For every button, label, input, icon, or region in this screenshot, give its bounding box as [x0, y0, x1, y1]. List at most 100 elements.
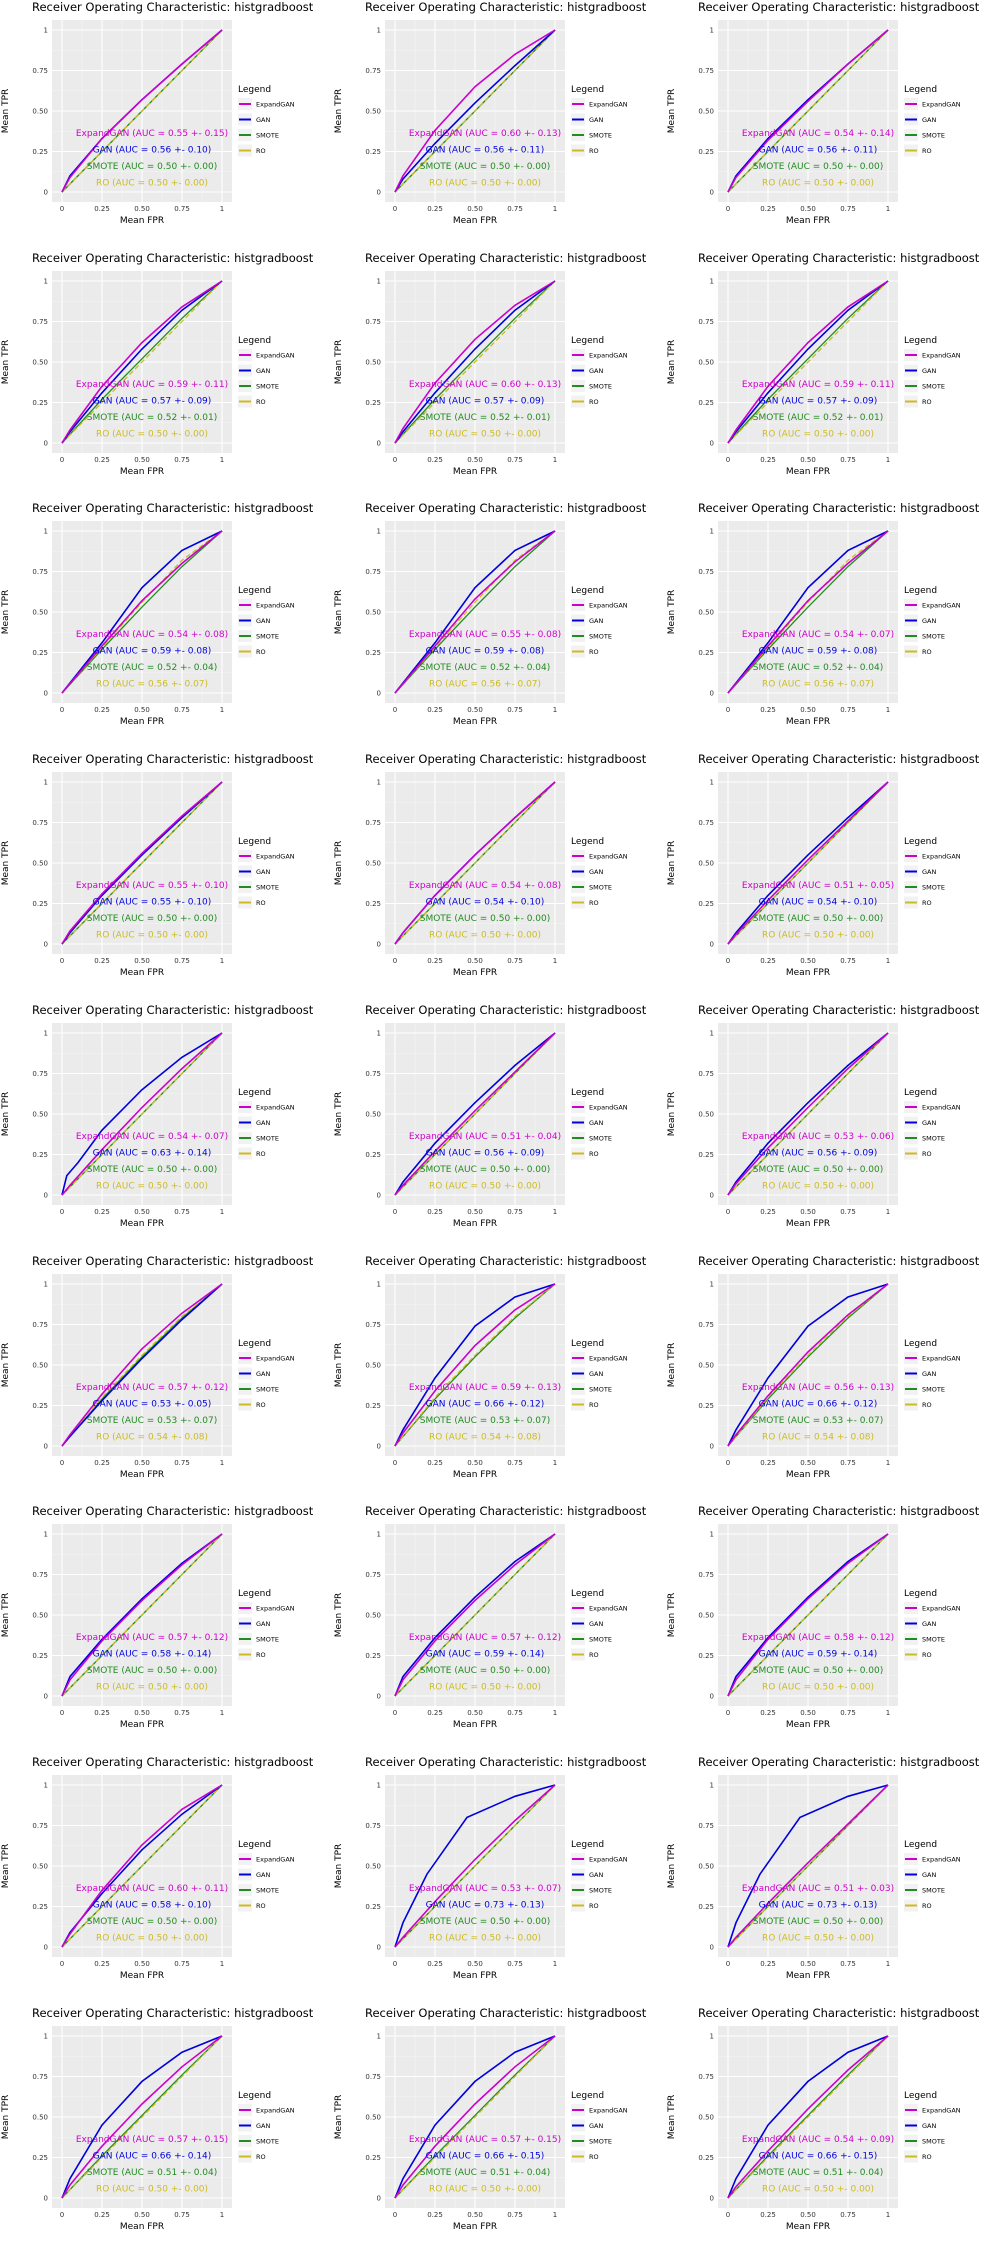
- roc-panel: Receiver Operating Characteristic: histg…: [0, 2006, 333, 2256]
- x-tick-label: 0.75: [840, 957, 856, 965]
- roc-chart-svg: Receiver Operating Characteristic: histg…: [1, 752, 314, 978]
- roc-panel: Receiver Operating Characteristic: histg…: [666, 1504, 999, 1754]
- series-line-ro: [61, 1533, 223, 1697]
- x-tick-label: 0.50: [800, 1960, 816, 1968]
- y-tick-label: 0.25: [365, 399, 381, 407]
- legend-label: GAN: [256, 617, 270, 625]
- y-tick-label: 1: [44, 27, 48, 35]
- x-tick-label: 0.25: [760, 706, 776, 714]
- series-line-ro: [61, 1032, 223, 1196]
- legend-label: ExpandGAN: [922, 1354, 961, 1362]
- series-line-gan: [394, 280, 556, 444]
- x-tick-label: 0: [60, 957, 64, 965]
- x-axis-label: Mean FPR: [786, 2222, 830, 2232]
- series-line-ro: [61, 1282, 223, 1446]
- y-axis-label: Mean TPR: [1, 89, 11, 134]
- legend-label: GAN: [922, 1119, 936, 1127]
- y-axis-label: Mean TPR: [1, 1844, 11, 1889]
- x-tick-label: 1: [220, 706, 224, 714]
- y-tick-label: 0: [710, 1191, 714, 1199]
- x-tick-label: 0.75: [507, 205, 523, 213]
- auc-annotation-smote: SMOTE (AUC = 0.50 +- 0.00): [87, 162, 218, 172]
- y-tick-label: 1: [377, 1781, 381, 1789]
- legend-title: Legend: [571, 336, 604, 346]
- x-tick-label: 1: [886, 1459, 890, 1467]
- y-tick-label: 0: [710, 941, 714, 949]
- legend-title: Legend: [238, 1088, 271, 1098]
- legend-label: SMOTE: [256, 1385, 279, 1393]
- x-tick-label: 0.25: [94, 2211, 110, 2219]
- legend-title: Legend: [904, 336, 937, 346]
- legend-title: Legend: [571, 1339, 604, 1349]
- x-axis-label: Mean FPR: [453, 216, 497, 226]
- x-tick-label: 0.75: [507, 2211, 523, 2219]
- legend-label: RO: [589, 147, 599, 155]
- x-tick-label: 1: [886, 1709, 890, 1717]
- y-axis-label: Mean TPR: [1, 339, 11, 384]
- y-tick-label: 0: [377, 1442, 381, 1450]
- x-tick-label: 0: [60, 1960, 64, 1968]
- auc-annotation-smote: SMOTE (AUC = 0.50 +- 0.00): [420, 1917, 551, 1927]
- series-line-gan: [727, 1032, 889, 1196]
- chart-title: Receiver Operating Characteristic: histg…: [365, 2006, 647, 2020]
- series-line-ro: [727, 1533, 889, 1697]
- x-tick-label: 0: [726, 957, 730, 965]
- x-tick-label: 0.25: [427, 205, 443, 213]
- y-tick-label: 0: [377, 439, 381, 447]
- x-tick-label: 0.50: [134, 205, 150, 213]
- x-tick-label: 0.25: [427, 2211, 443, 2219]
- legend-label: GAN: [256, 2121, 270, 2129]
- legend-label: GAN: [922, 1620, 936, 1628]
- series-line-expandgan: [61, 781, 223, 945]
- auc-annotation-ro: RO (AUC = 0.50 +- 0.00): [762, 179, 874, 189]
- auc-annotation-smote: SMOTE (AUC = 0.50 +- 0.00): [753, 162, 884, 172]
- x-tick-label: 0: [726, 1960, 730, 1968]
- auc-annotation-gan: GAN (AUC = 0.59 +- 0.08): [93, 647, 212, 657]
- legend-label: RO: [256, 899, 266, 907]
- series-line-smote: [61, 280, 223, 444]
- y-tick-label: 0: [710, 2194, 714, 2202]
- y-tick-label: 0.75: [365, 67, 381, 75]
- x-tick-label: 0: [726, 205, 730, 213]
- roc-panel: Receiver Operating Characteristic: histg…: [333, 1254, 666, 1504]
- x-tick-label: 0.50: [467, 205, 483, 213]
- x-tick-label: 1: [886, 456, 890, 464]
- auc-annotation-gan: GAN (AUC = 0.53 +- 0.05): [93, 1399, 212, 1409]
- legend-label: RO: [922, 1902, 932, 1910]
- legend-title: Legend: [238, 85, 271, 95]
- auc-annotation-expandgan: ExpandGAN (AUC = 0.53 +- 0.07): [409, 1884, 561, 1894]
- auc-annotation-smote: SMOTE (AUC = 0.52 +- 0.01): [753, 413, 884, 423]
- roc-chart-svg: Receiver Operating Characteristic: histg…: [334, 501, 647, 727]
- legend-title: Legend: [904, 1589, 937, 1599]
- series-line-ro: [61, 280, 223, 444]
- x-tick-label: 1: [553, 456, 557, 464]
- legend-title: Legend: [904, 1840, 937, 1850]
- x-tick-label: 0: [393, 957, 397, 965]
- auc-annotation-expandgan: ExpandGAN (AUC = 0.54 +- 0.09): [742, 2135, 894, 2145]
- legend-label: GAN: [589, 1620, 603, 1628]
- series-line-smote: [727, 280, 889, 444]
- chart-title: Receiver Operating Characteristic: histg…: [698, 1504, 980, 1518]
- y-tick-label: 0.50: [32, 1612, 48, 1620]
- x-tick-label: 0.25: [760, 1208, 776, 1216]
- x-tick-label: 0.50: [800, 1459, 816, 1467]
- chart-title: Receiver Operating Characteristic: histg…: [32, 1504, 314, 1518]
- y-tick-label: 0.75: [32, 1571, 48, 1579]
- x-tick-label: 0.50: [134, 456, 150, 464]
- x-tick-label: 0: [393, 1459, 397, 1467]
- x-tick-label: 0.50: [467, 2211, 483, 2219]
- legend-title: Legend: [571, 85, 604, 95]
- series-line-expandgan: [727, 1282, 889, 1446]
- y-tick-label: 0.50: [698, 860, 714, 868]
- legend-title: Legend: [904, 586, 937, 596]
- auc-annotation-ro: RO (AUC = 0.50 +- 0.00): [762, 429, 874, 439]
- roc-panel: Receiver Operating Characteristic: histg…: [333, 1003, 666, 1253]
- x-tick-label: 0.75: [507, 706, 523, 714]
- chart-title: Receiver Operating Characteristic: histg…: [698, 251, 980, 265]
- auc-annotation-gan: GAN (AUC = 0.54 +- 0.10): [426, 898, 545, 908]
- auc-annotation-smote: SMOTE (AUC = 0.50 +- 0.00): [753, 1666, 884, 1676]
- legend-label: ExpandGAN: [922, 602, 961, 610]
- legend-label: RO: [589, 2152, 599, 2160]
- y-axis-label: Mean TPR: [334, 1342, 344, 1387]
- series-line-ro: [61, 781, 223, 945]
